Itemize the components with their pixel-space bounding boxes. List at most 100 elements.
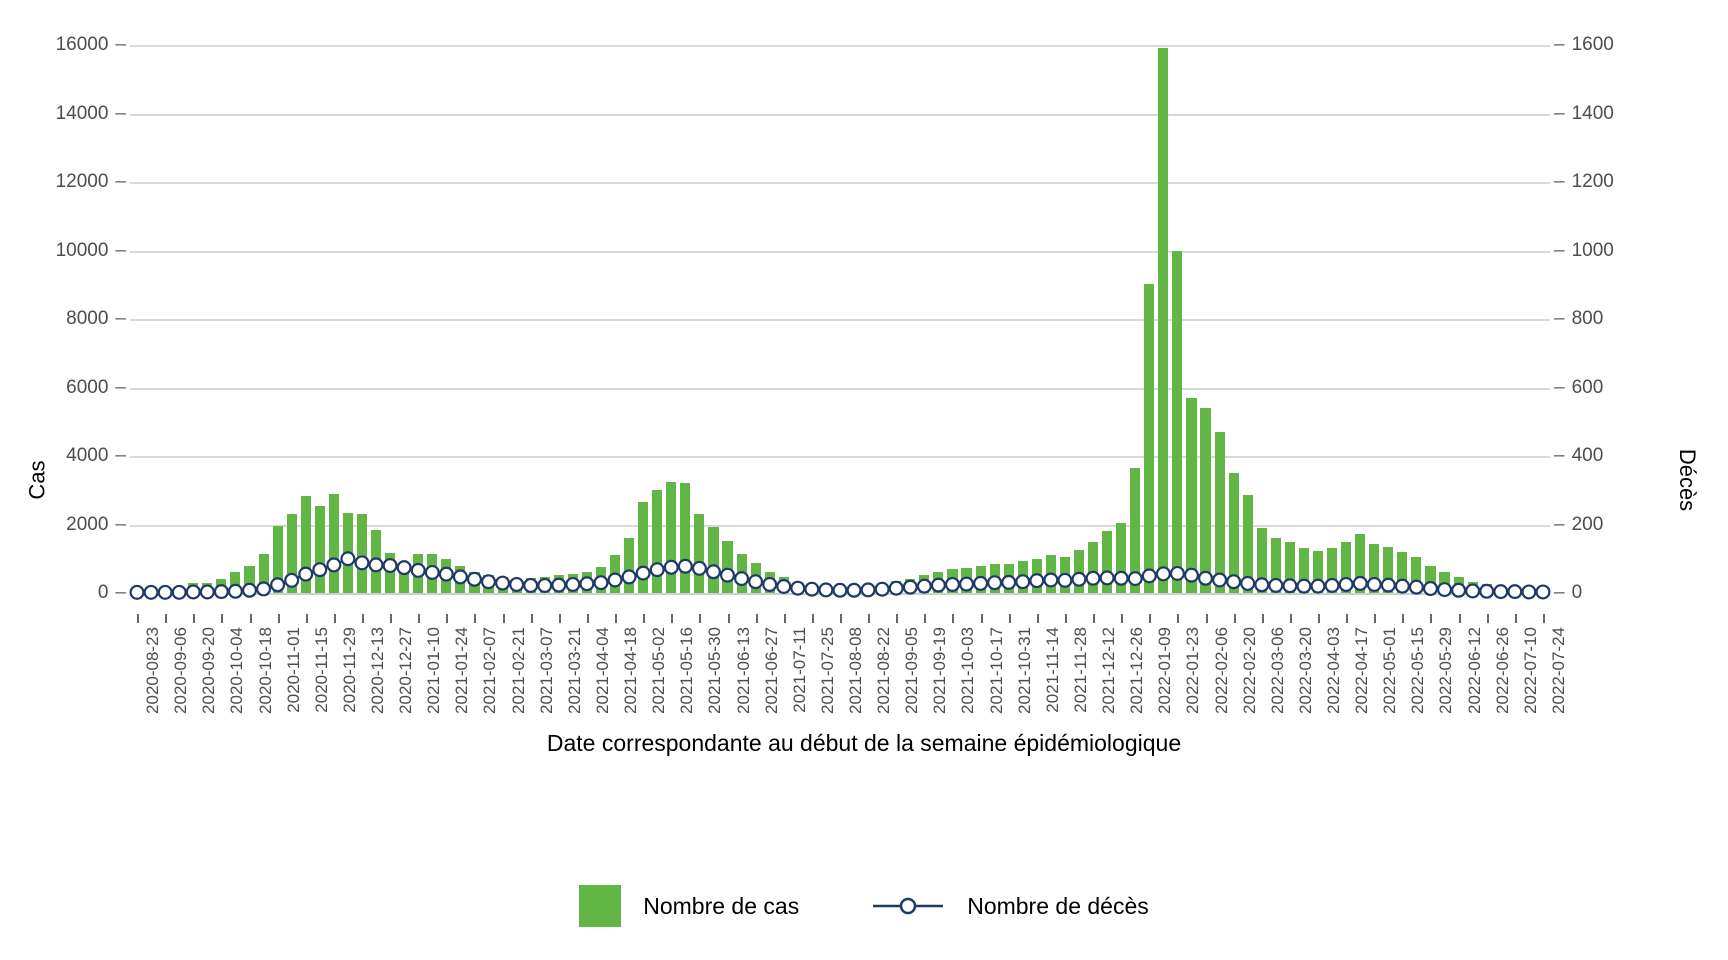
x-axis-tick — [277, 614, 280, 623]
x-axis-tick-label: 2021-11-28 — [1070, 627, 1090, 713]
x-axis-tick — [249, 614, 252, 623]
deaths-marker: 2022-01-23: 57 — [1171, 567, 1184, 580]
x-axis-tick — [446, 614, 449, 623]
bar — [1158, 48, 1169, 593]
deaths-marker: 2021-10-31: 31 — [1002, 576, 1015, 589]
deaths-marker: 2021-09-05: 14 — [890, 582, 903, 595]
bar — [1327, 548, 1338, 593]
plot-area: 2020-08-23: 22020-08-30: 22020-09-06: 22… — [130, 45, 1550, 593]
deaths-marker: 2022-05-29: 13 — [1424, 582, 1437, 595]
x-axis-tick-label: 2021-06-13 — [733, 627, 753, 714]
deaths-marker: 2021-04-11: 30 — [595, 576, 608, 589]
x-axis-tick — [502, 614, 505, 623]
deaths-marker: 2020-09-06: 2 — [159, 586, 172, 599]
deaths-marker: 2022-07-03: 4 — [1494, 585, 1507, 598]
x-axis-tick-label: 2022-03-20 — [1295, 627, 1315, 714]
x-axis-tick — [1289, 614, 1292, 623]
x-axis-tick-label: 2020-11-01 — [283, 627, 303, 713]
deaths-marker: 2022-05-01: 25 — [1368, 578, 1381, 591]
deaths-marker: 2021-04-04: 27 — [581, 577, 594, 590]
deaths-marker: 2021-03-28: 25 — [566, 578, 579, 591]
deaths-marker: 2022-02-13: 38 — [1213, 574, 1226, 587]
deaths-marker: 2021-08-08: 8 — [834, 584, 847, 597]
x-axis-tick-labels: 2020-08-23 2020-09-06 2020-09-20 2020-10-04… — [130, 627, 1568, 737]
x-axis-tick-label: 2021-08-08 — [846, 627, 865, 714]
x-axis-tick — [755, 614, 758, 623]
y-axis-left-tick-label: 2000– — [66, 513, 126, 535]
deaths-marker: 2021-12-05: 40 — [1073, 573, 1086, 586]
legend-item-cases[interactable]: Nombre de cas — [579, 885, 799, 927]
x-axis-tick — [333, 614, 336, 623]
x-axis-tick-label: 2021-10-17 — [986, 627, 1006, 714]
deaths-marker: 2020-10-18: 8 — [243, 584, 256, 597]
gridline — [130, 250, 1550, 253]
bar — [1369, 544, 1380, 593]
deaths-marker: 2021-07-04: 25 — [763, 578, 776, 591]
deaths-marker: 2022-03-20: 21 — [1284, 579, 1297, 592]
x-axis-tick-label: 2022-07-10 — [1520, 627, 1540, 714]
x-axis-tick-label: 2021-09-19 — [930, 627, 950, 714]
bar — [1425, 565, 1436, 593]
x-axis-tick-label: 2021-07-25 — [817, 627, 837, 714]
bar — [272, 526, 283, 593]
deaths-marker: 2021-03-14: 22 — [538, 579, 551, 592]
bar — [244, 566, 255, 593]
bar — [708, 526, 719, 593]
deaths-marker: 2022-01-16: 56 — [1157, 567, 1170, 580]
gridline — [130, 319, 1550, 321]
bar — [1355, 534, 1366, 593]
deaths-marker: 2021-10-24: 30 — [988, 576, 1001, 589]
x-axis-tick — [530, 614, 533, 623]
x-axis-tick — [896, 614, 899, 623]
y-axis-right-tick-label: –400 — [1554, 445, 1604, 466]
gridline — [130, 45, 1550, 47]
deaths-marker: 2022-03-13: 22 — [1269, 579, 1282, 592]
x-axis-tick-label: 2021-06-27 — [761, 627, 781, 714]
y-axis-right-tick-label: –1000 — [1554, 239, 1614, 261]
bar — [1130, 468, 1141, 593]
x-axis-tick-label: 2022-07-24 — [1548, 627, 1568, 714]
x-axis-tick — [137, 614, 140, 623]
x-axis-tick-label: 2022-04-03 — [1324, 627, 1344, 714]
x-axis-tick-label: 2021-05-02 — [649, 627, 669, 714]
deaths-marker: 2021-01-24: 55 — [440, 568, 453, 581]
deaths-marker: 2022-07-24: 3 — [1537, 586, 1550, 599]
deaths-marker: 2021-12-26: 43 — [1115, 572, 1128, 585]
bar — [1383, 546, 1394, 593]
deaths-marker: 2021-05-23: 78 — [679, 560, 692, 573]
x-axis-title: Date correspondante au début de la semai… — [546, 730, 1182, 756]
deaths-marker: 2022-05-15: 20 — [1396, 580, 1409, 593]
bar — [1298, 548, 1309, 593]
legend-item-deaths[interactable]: Nombre de décès — [871, 893, 1149, 920]
x-axis-tick-label: 2020-09-06 — [171, 627, 191, 714]
deaths-marker: 2021-07-11: 19 — [777, 580, 790, 593]
y-axis-right-tick-label: –0 — [1554, 582, 1583, 603]
bar — [666, 482, 677, 593]
deaths-marker: 2021-06-20: 42 — [735, 572, 748, 585]
x-axis-tick-label: 2021-12-26 — [1127, 627, 1147, 714]
deaths-marker: 2022-04-10: 22 — [1326, 579, 1339, 592]
bar — [1116, 522, 1127, 593]
deaths-marker: 2020-10-11: 5 — [229, 585, 242, 598]
deaths-marker: 2022-03-06: 24 — [1255, 578, 1268, 591]
bar — [286, 514, 297, 593]
x-axis-tick — [193, 614, 196, 623]
x-axis-tick-label: 2021-03-07 — [536, 627, 556, 714]
gridline — [130, 387, 1550, 390]
x-axis-tick — [1318, 614, 1321, 623]
deaths-marker: 2021-01-31: 47 — [454, 571, 467, 584]
bar — [1088, 541, 1099, 593]
x-axis-tick-label: 2022-01-09 — [1155, 627, 1175, 714]
deaths-marker: 2020-08-30: 2 — [145, 586, 158, 599]
gridline — [130, 113, 1550, 116]
x-axis-tick — [924, 614, 927, 623]
bar — [1102, 531, 1113, 593]
x-axis-tick — [1008, 614, 1011, 623]
x-axis-tick-label: 2020-12-27 — [396, 627, 416, 714]
y-axis-left-tick-label: 4000– — [66, 445, 126, 466]
bar — [356, 514, 368, 593]
bar — [1214, 432, 1225, 593]
bar — [1186, 397, 1197, 593]
x-axis-tick-label: 2021-08-22 — [874, 627, 894, 714]
x-axis-tick-label: 2021-09-05 — [902, 627, 922, 714]
